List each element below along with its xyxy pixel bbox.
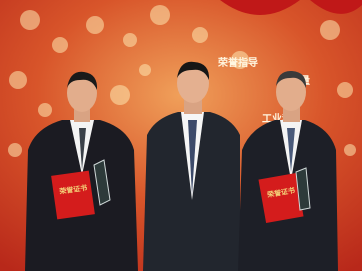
background-text: 荣誉指导 — [217, 56, 258, 69]
photo: 荣誉指导 质量 工业和 西分 集团 荣誉证书 荣誉证书 — [0, 0, 362, 271]
